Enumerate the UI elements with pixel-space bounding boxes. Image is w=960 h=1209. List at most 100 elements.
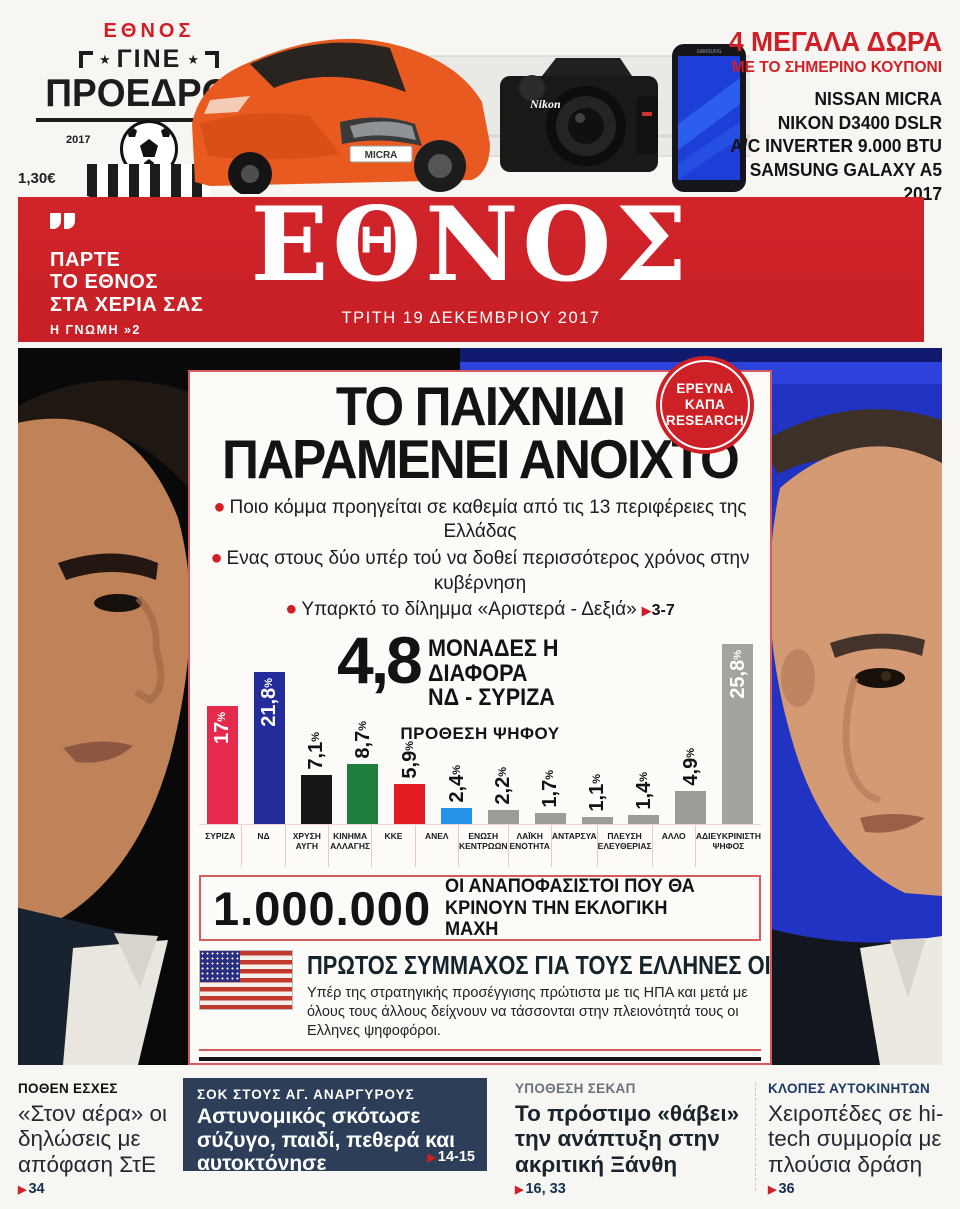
lead-headline-line1: ΤΟ ΠΑΙΧΝΙΔΙ: [335, 375, 626, 437]
lead-difference-label: ΜΟΝΑΔΕΣ Η ΔΙΑΦΟΡΑ ΝΔ - ΣΥΡΙΖΑ: [427, 635, 559, 711]
poll-chart-bars: 17% 21,8% 7,1% 8,7% 5,9% 2,4% 2,2% 1,7% 1,1% 1,4%…: [199, 629, 761, 826]
poll-bar-column: 2,2%: [480, 629, 527, 826]
bracket-left-icon: [78, 51, 93, 68]
bullet-dot-icon: ●: [210, 546, 223, 569]
teaser-sekap: ΥΠΟΘΕΣΗ ΣΕΚΑΠ Το πρόστιμο «θάβει» την αν…: [515, 1081, 743, 1197]
usa-headline: ΠΡΩΤΟΣ ΣΥΜΜΑΧΟΣ ΓΙΑ ΤΟΥΣ ΕΛΛΗΝΕΣ ΟΙ ΗΠΑ: [307, 950, 771, 981]
poll-bar-value: 25,8%: [726, 650, 749, 699]
poll-bar-column: 4,9%: [667, 629, 714, 826]
undecided-voters-box: 1.000.000 ΟΙ ΑΝΑΠΟΦΑΣΙΣΤΟΙ ΠΟΥ ΘΑ ΚΡΙΝΟΥ…: [199, 875, 761, 942]
poll-bar-value: 1,1%: [586, 774, 609, 813]
lead-bullet: ● Ενας στους δύο υπέρ τού να δοθεί περισσ…: [210, 546, 750, 594]
promo-gine: ΓΙΝΕ: [116, 45, 182, 73]
bullet-dot-icon: ●: [213, 495, 226, 518]
poll-bar-column: 21,8%: [246, 629, 293, 826]
teaser-headline: Χειροπέδες σε hi-tech συμμορία με πλούσι…: [768, 1101, 944, 1177]
bottom-teasers: ΠΟΘΕΝ ΕΣΧΕΣ «Στον αέρα» οι δηλώσεις με α…: [18, 1078, 944, 1204]
edition-date: ΤΡΙΤΗ 19 ΔΕΚΕΜΒΡΙΟΥ 2017: [341, 309, 601, 327]
gifts-title: 4 ΜΕΓΑΛΑ ΔΩΡΑ: [728, 26, 942, 57]
teaser-page-ref: ▶ 14-15: [427, 1149, 475, 1165]
poll-bar: [722, 644, 754, 826]
teaser-kicker: ΠΟΘΕΝ ΕΣΧΕΣ: [18, 1081, 118, 1096]
undecided-number: 1.000.000: [213, 881, 432, 935]
bracket-right-icon: [205, 51, 219, 68]
poll-chart: 17% 21,8% 7,1% 8,7% 5,9% 2,4% 2,2% 1,7% 1,1% 1,4%…: [199, 627, 761, 868]
lead-bullet: ● Ποιο κόμμα προηγείται σε καθεμία από τι…: [213, 495, 747, 543]
poll-bar-label: ΠΛΕΥΣΗ ΕΛΕΥΘΕΡΙΑΣ: [596, 825, 652, 868]
us-flag-icon: [199, 950, 293, 1011]
nissan-micra-photo: MICRA: [192, 38, 490, 194]
poll-bar-label: ΑΔΙΕΥΚΡΙΝΙΣΤΗ ΨΗΦΟΣ: [694, 825, 761, 868]
poll-bar-column: 1,1%: [574, 629, 621, 826]
undecided-label: ΟΙ ΑΝΑΠΟΦΑΣΙΣΤΟΙ ΠΟΥ ΘΑ ΚΡΙΝΟΥΝ ΤΗΝ ΕΚΛΟ…: [445, 875, 695, 940]
poll-bar-value: 2,2%: [492, 767, 515, 806]
poll-bar: [300, 775, 332, 826]
newspaper-title: ΕΘΝΟΣ: [250, 185, 692, 305]
teaser-pothen-esxes: ΠΟΘΕΝ ΕΣΧΕΣ «Στον αέρα» οι δηλώσεις με α…: [18, 1081, 170, 1197]
teaser-agioi-anargyroi: ΣΟΚ ΣΤΟΥΣ ΑΓ. ΑΝΑΡΓΥΡΟΥΣ Αστυνομικός σκό…: [183, 1078, 487, 1175]
svg-text:Nikon: Nikon: [529, 97, 561, 111]
poll-bar-label: ΑΝΤΑΡΣΥΑ: [550, 825, 597, 868]
poll-bar: [487, 810, 519, 826]
teaser-kicker: ΥΠΟΘΕΣΗ ΣΕΚΑΠ: [515, 1081, 636, 1096]
teaser-headline: Το πρόστιμο «θάβει» την ανάπτυξη στην ακ…: [515, 1101, 740, 1177]
bullet-dot-icon: ●: [285, 598, 298, 621]
poll-bar: [206, 706, 238, 826]
teaser-page-ref: ▶ 16, 33: [515, 1181, 566, 1198]
poll-bar-label: ΑΛΛΟ: [651, 825, 695, 868]
masthead: ΠΑΡΤΕ ΤΟ ΕΘΝΟΣ ΣΤΑ ΧΕΡΙΑ ΣΑΣ Η ΓΝΩΜΗ »2 …: [18, 189, 924, 342]
teaser-page-ref: ▶ 34: [18, 1181, 45, 1198]
unemployment-section: ΠΡΟΒΛΗΜΑ Η ΑΝΕΡΓΙΑ ΚΑΙ ΟΧΙ Η ΕΓΚΛΗΜΑΤΙΚΟ…: [199, 1057, 761, 1063]
samsung-phone-photo: SAMSUNG: [672, 44, 746, 192]
page-arrow-icon: ▶: [427, 1152, 436, 1164]
poll-bar: [675, 791, 707, 826]
poll-bar-column: 8,7%: [339, 629, 386, 826]
page-arrow-icon: ▶: [515, 1184, 524, 1197]
gifts-block: 4 ΜΕΓΑΛΑ ΔΩΡΑ ΜΕ ΤΟ ΣΗΜΕΡΙΝΟ ΚΟΥΠΟΝΙ NIS…: [707, 26, 942, 205]
lead-headline: ΤΟ ΠΑΙΧΝΙΔΙ ΠΑΡΑΜΕΝΕΙ ΑΝΟΙΧΤΟ: [210, 375, 749, 490]
poll-bar-value: 1,4%: [632, 772, 655, 811]
page-arrow-icon: ▶: [18, 1184, 27, 1197]
poll-bar-value: 1,7%: [539, 770, 562, 809]
section-divider: [199, 1049, 761, 1052]
gifts-subtitle: ΜΕ ΤΟ ΣΗΜΕΡΙΝΟ ΚΟΥΠΟΝΙ: [731, 59, 942, 76]
lead-headline-line2: ΠΑΡΑΜΕΝΕΙ ΑΝΟΙΧΤΟ: [222, 427, 740, 490]
poll-bar-value: 17%: [211, 712, 234, 745]
gifts-list: NISSAN MICRA NIKON D3400 DSLR A/C INVERT…: [707, 87, 942, 205]
gift-item: A/C INVERTER 9.000 BTU: [730, 135, 942, 157]
teaser-headline: «Στον αέρα» οι δηλώσεις με απόφαση ΣτΕ: [18, 1101, 168, 1177]
slogan-line: ΤΟ ΕΘΝΟΣ: [50, 271, 158, 294]
teaser-car-thefts: ΚΛΟΠΕΣ ΑΥΤΟΚΙΝΗΤΩΝ Χειροπέδες σε hi-tech…: [768, 1081, 944, 1197]
poll-bar-value: 7,1%: [305, 732, 328, 771]
poll-bar-label: ΚΚΕ: [371, 825, 414, 868]
gift-products-photo: MICRA Nikon SAMSUNG: [192, 38, 750, 194]
poll-bar: [394, 784, 426, 826]
poll-bar-label: ΧΡΥΣΗ ΑΥΓΗ: [284, 825, 328, 868]
poll-bar: [253, 672, 285, 826]
poll-bar-label: ΣΥΡΙΖΑ: [205, 831, 236, 842]
poll-bar-value: 4,9%: [679, 748, 702, 787]
poll-bar-value: 2,4%: [445, 765, 468, 804]
poll-bar: [347, 764, 379, 826]
quote-icon: [50, 213, 75, 229]
poll-bar: [441, 808, 473, 826]
lead-story-panel: ΤΟ ΠΑΙΧΝΙΔΙ ΠΑΡΑΜΕΝΕΙ ΑΝΟΙΧΤΟ ● Ποιο κόμμ…: [188, 370, 772, 1065]
kapa-research-badge-text: ΕΡΕΥΝΑ ΚΑΠΑ RESEARCH: [665, 381, 745, 428]
promo-year-left: 2017: [66, 133, 91, 146]
poll-bar-column: 5,9%: [386, 629, 433, 826]
poll-bar-column: 1,7%: [527, 629, 574, 826]
usa-body: Υπέρ της στρατηγικής προσέγγισης πρώτιστ…: [307, 985, 748, 1040]
kapa-research-badge: ΕΡΕΥΝΑ ΚΑΠΑ RESEARCH: [656, 356, 754, 454]
cover-price: 1,30€: [18, 170, 56, 187]
slogan-line: ΣΤΑ ΧΕΡΙΑ ΣΑΣ: [50, 293, 204, 316]
poll-bar-column: 17%: [199, 629, 246, 826]
masthead-slogan: ΠΑΡΤΕ ΤΟ ΕΘΝΟΣ ΣΤΑ ΧΕΡΙΑ ΣΑΣ: [50, 249, 203, 316]
svg-text:SAMSUNG: SAMSUNG: [696, 49, 721, 55]
teaser-page-ref: ▶ 36: [768, 1181, 795, 1198]
teaser-divider: [755, 1083, 756, 1191]
poll-bar-value: 21,8%: [258, 678, 281, 727]
poll-bar-column: 1,4%: [620, 629, 667, 826]
poll-bar: [628, 815, 660, 826]
page-arrow-icon: ▶: [768, 1184, 777, 1197]
poll-chart-labels: ΣΥΡΙΖΑ ΝΔ ΧΡΥΣΗ ΑΥΓΗ ΚΙΝΗΜΑ ΑΛΛΑΓΗΣ ΚΚΕ ΑΝΕΛ Ε…: [199, 824, 761, 868]
